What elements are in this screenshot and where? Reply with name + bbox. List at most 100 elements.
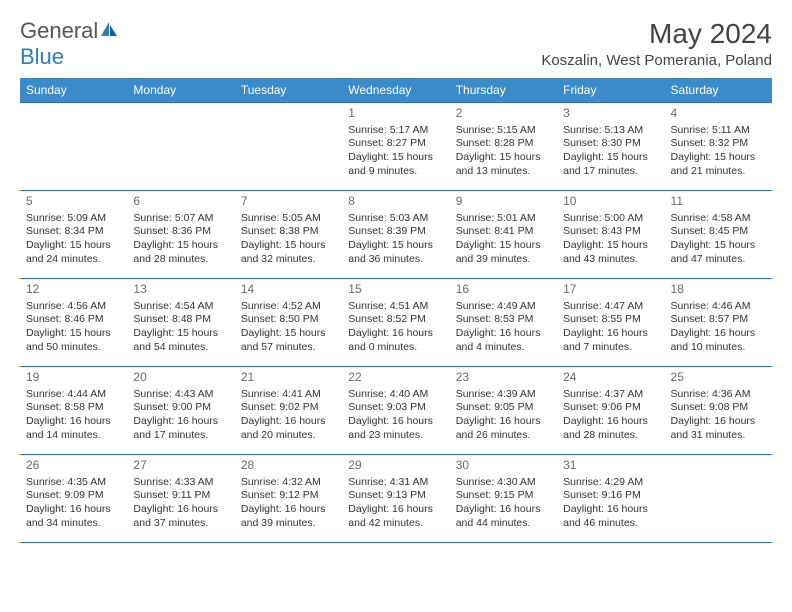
- calendar-day-cell: 2Sunrise: 5:15 AMSunset: 8:28 PMDaylight…: [450, 103, 557, 191]
- logo: General Blue: [20, 18, 120, 70]
- calendar-day-cell: 11Sunrise: 4:58 AMSunset: 8:45 PMDayligh…: [665, 191, 772, 279]
- sunrise-line: Sunrise: 5:13 AM: [563, 124, 658, 138]
- daylight-line: Daylight: 16 hours and 46 minutes.: [563, 503, 658, 530]
- calendar-day-cell: 20Sunrise: 4:43 AMSunset: 9:00 PMDayligh…: [127, 367, 234, 455]
- calendar-day-cell: 29Sunrise: 4:31 AMSunset: 9:13 PMDayligh…: [342, 455, 449, 543]
- sunset-line: Sunset: 9:16 PM: [563, 489, 658, 503]
- calendar-week-row: 12Sunrise: 4:56 AMSunset: 8:46 PMDayligh…: [20, 279, 772, 367]
- logo-sail-icon: [98, 20, 120, 38]
- calendar-day-cell: 5Sunrise: 5:09 AMSunset: 8:34 PMDaylight…: [20, 191, 127, 279]
- sunrise-line: Sunrise: 4:40 AM: [348, 388, 443, 402]
- calendar-day-cell: 18Sunrise: 4:46 AMSunset: 8:57 PMDayligh…: [665, 279, 772, 367]
- day-number: 26: [26, 458, 121, 474]
- sunrise-line: Sunrise: 5:07 AM: [133, 212, 228, 226]
- weekday-header: Saturday: [665, 78, 772, 103]
- header: General Blue May 2024 Koszalin, West Pom…: [20, 18, 772, 70]
- day-number: 11: [671, 194, 766, 210]
- sunrise-line: Sunrise: 4:51 AM: [348, 300, 443, 314]
- daylight-line: Daylight: 16 hours and 28 minutes.: [563, 415, 658, 442]
- daylight-line: Daylight: 16 hours and 7 minutes.: [563, 327, 658, 354]
- sunrise-line: Sunrise: 4:35 AM: [26, 476, 121, 490]
- day-number: 17: [563, 282, 658, 298]
- weekday-header: Monday: [127, 78, 234, 103]
- sunset-line: Sunset: 8:30 PM: [563, 137, 658, 151]
- daylight-line: Daylight: 15 hours and 24 minutes.: [26, 239, 121, 266]
- calendar-week-row: 5Sunrise: 5:09 AMSunset: 8:34 PMDaylight…: [20, 191, 772, 279]
- sunrise-line: Sunrise: 4:52 AM: [241, 300, 336, 314]
- sunrise-line: Sunrise: 5:03 AM: [348, 212, 443, 226]
- calendar-day-cell: 13Sunrise: 4:54 AMSunset: 8:48 PMDayligh…: [127, 279, 234, 367]
- sunset-line: Sunset: 9:08 PM: [671, 401, 766, 415]
- day-number: 13: [133, 282, 228, 298]
- sunrise-line: Sunrise: 4:32 AM: [241, 476, 336, 490]
- sunrise-line: Sunrise: 5:00 AM: [563, 212, 658, 226]
- daylight-line: Daylight: 16 hours and 17 minutes.: [133, 415, 228, 442]
- daylight-line: Daylight: 15 hours and 57 minutes.: [241, 327, 336, 354]
- daylight-line: Daylight: 15 hours and 39 minutes.: [456, 239, 551, 266]
- day-number: 12: [26, 282, 121, 298]
- calendar-day-cell: 21Sunrise: 4:41 AMSunset: 9:02 PMDayligh…: [235, 367, 342, 455]
- calendar-day-cell: 19Sunrise: 4:44 AMSunset: 8:58 PMDayligh…: [20, 367, 127, 455]
- sunset-line: Sunset: 9:11 PM: [133, 489, 228, 503]
- sunset-line: Sunset: 8:34 PM: [26, 225, 121, 239]
- sunrise-line: Sunrise: 4:46 AM: [671, 300, 766, 314]
- day-number: 9: [456, 194, 551, 210]
- calendar-day-cell: 4Sunrise: 5:11 AMSunset: 8:32 PMDaylight…: [665, 103, 772, 191]
- sunrise-line: Sunrise: 4:58 AM: [671, 212, 766, 226]
- calendar-day-cell: [665, 455, 772, 543]
- calendar-week-row: 19Sunrise: 4:44 AMSunset: 8:58 PMDayligh…: [20, 367, 772, 455]
- calendar-day-cell: 16Sunrise: 4:49 AMSunset: 8:53 PMDayligh…: [450, 279, 557, 367]
- sunset-line: Sunset: 8:57 PM: [671, 313, 766, 327]
- calendar-day-cell: 24Sunrise: 4:37 AMSunset: 9:06 PMDayligh…: [557, 367, 664, 455]
- sunrise-line: Sunrise: 4:44 AM: [26, 388, 121, 402]
- sunset-line: Sunset: 9:15 PM: [456, 489, 551, 503]
- sunset-line: Sunset: 8:45 PM: [671, 225, 766, 239]
- daylight-line: Daylight: 15 hours and 43 minutes.: [563, 239, 658, 266]
- sunset-line: Sunset: 9:05 PM: [456, 401, 551, 415]
- calendar-day-cell: 8Sunrise: 5:03 AMSunset: 8:39 PMDaylight…: [342, 191, 449, 279]
- calendar-day-cell: 26Sunrise: 4:35 AMSunset: 9:09 PMDayligh…: [20, 455, 127, 543]
- sunrise-line: Sunrise: 5:09 AM: [26, 212, 121, 226]
- sunset-line: Sunset: 8:52 PM: [348, 313, 443, 327]
- daylight-line: Daylight: 16 hours and 34 minutes.: [26, 503, 121, 530]
- calendar-body: 1Sunrise: 5:17 AMSunset: 8:27 PMDaylight…: [20, 103, 772, 543]
- daylight-line: Daylight: 15 hours and 13 minutes.: [456, 151, 551, 178]
- sunset-line: Sunset: 8:41 PM: [456, 225, 551, 239]
- daylight-line: Daylight: 16 hours and 0 minutes.: [348, 327, 443, 354]
- calendar-header-row: SundayMondayTuesdayWednesdayThursdayFrid…: [20, 78, 772, 103]
- weekday-header: Wednesday: [342, 78, 449, 103]
- day-number: 1: [348, 106, 443, 122]
- daylight-line: Daylight: 16 hours and 31 minutes.: [671, 415, 766, 442]
- sunset-line: Sunset: 8:27 PM: [348, 137, 443, 151]
- calendar-day-cell: 7Sunrise: 5:05 AMSunset: 8:38 PMDaylight…: [235, 191, 342, 279]
- weekday-header: Thursday: [450, 78, 557, 103]
- day-number: 29: [348, 458, 443, 474]
- calendar-day-cell: 28Sunrise: 4:32 AMSunset: 9:12 PMDayligh…: [235, 455, 342, 543]
- location: Koszalin, West Pomerania, Poland: [541, 52, 772, 69]
- day-number: 20: [133, 370, 228, 386]
- daylight-line: Daylight: 15 hours and 9 minutes.: [348, 151, 443, 178]
- sunrise-line: Sunrise: 5:05 AM: [241, 212, 336, 226]
- sunrise-line: Sunrise: 4:31 AM: [348, 476, 443, 490]
- sunset-line: Sunset: 9:06 PM: [563, 401, 658, 415]
- sunrise-line: Sunrise: 5:15 AM: [456, 124, 551, 138]
- calendar-day-cell: 31Sunrise: 4:29 AMSunset: 9:16 PMDayligh…: [557, 455, 664, 543]
- day-number: 14: [241, 282, 336, 298]
- day-number: 6: [133, 194, 228, 210]
- sunrise-line: Sunrise: 4:47 AM: [563, 300, 658, 314]
- day-number: 24: [563, 370, 658, 386]
- sunset-line: Sunset: 9:00 PM: [133, 401, 228, 415]
- sunset-line: Sunset: 8:53 PM: [456, 313, 551, 327]
- daylight-line: Daylight: 16 hours and 14 minutes.: [26, 415, 121, 442]
- day-number: 15: [348, 282, 443, 298]
- sunset-line: Sunset: 8:39 PM: [348, 225, 443, 239]
- sunset-line: Sunset: 8:32 PM: [671, 137, 766, 151]
- sunset-line: Sunset: 8:43 PM: [563, 225, 658, 239]
- calendar-day-cell: 10Sunrise: 5:00 AMSunset: 8:43 PMDayligh…: [557, 191, 664, 279]
- daylight-line: Daylight: 16 hours and 39 minutes.: [241, 503, 336, 530]
- sunrise-line: Sunrise: 4:30 AM: [456, 476, 551, 490]
- calendar-day-cell: [235, 103, 342, 191]
- daylight-line: Daylight: 15 hours and 28 minutes.: [133, 239, 228, 266]
- daylight-line: Daylight: 16 hours and 26 minutes.: [456, 415, 551, 442]
- day-number: 16: [456, 282, 551, 298]
